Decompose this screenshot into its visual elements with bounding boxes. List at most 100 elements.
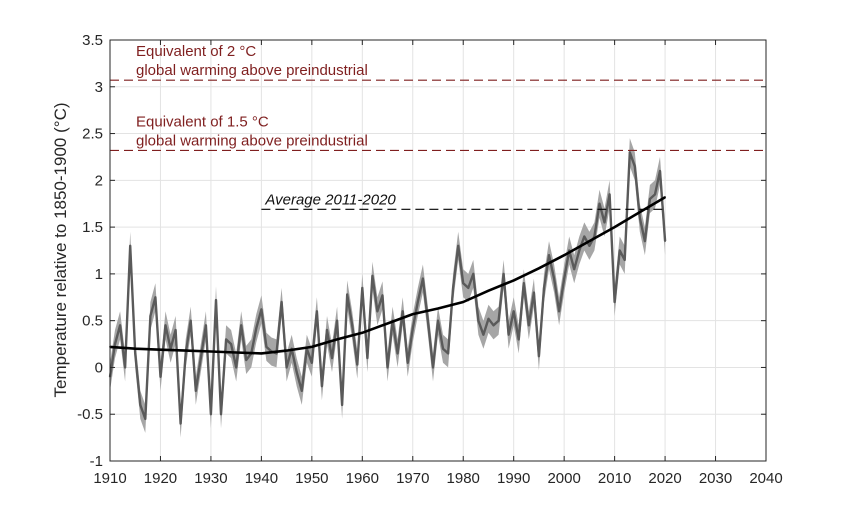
annual-point xyxy=(164,324,167,327)
annual-point xyxy=(512,310,515,313)
y-tick-label: -1 xyxy=(90,453,103,470)
annual-point xyxy=(608,193,611,196)
trend-point xyxy=(310,345,313,348)
annual-point xyxy=(618,249,621,252)
annual-point xyxy=(427,319,429,322)
annual-point xyxy=(371,274,374,277)
x-tick-label: 1990 xyxy=(497,470,530,487)
annual-series xyxy=(108,151,667,425)
annual-point xyxy=(386,366,389,369)
y-tick-label: 3 xyxy=(95,79,103,96)
x-tick-label: 1910 xyxy=(93,470,126,487)
annual-point xyxy=(220,413,222,416)
annual-point xyxy=(134,352,137,355)
threshold-label-line1-0: Equivalent of 2 °C xyxy=(136,43,256,60)
annual-point xyxy=(472,272,475,275)
annual-point xyxy=(341,403,344,406)
annual-point xyxy=(285,366,288,369)
annual-point xyxy=(527,324,530,327)
uncertainty-band xyxy=(110,138,666,438)
x-tick-label: 1960 xyxy=(346,470,379,487)
x-tick-label: 2040 xyxy=(749,470,782,487)
y-tick-label: 0 xyxy=(95,359,103,376)
annual-point xyxy=(144,418,147,420)
trend-point xyxy=(563,254,566,257)
annual-point xyxy=(543,287,545,289)
trend-point xyxy=(512,279,515,282)
y-tick-label: 3.5 xyxy=(82,32,103,49)
annual-point xyxy=(376,310,379,313)
annual-point xyxy=(401,310,404,313)
annual-point xyxy=(583,235,586,238)
annual-point xyxy=(522,282,525,285)
annual-point xyxy=(487,317,490,320)
annual-point xyxy=(633,165,636,168)
trend-point xyxy=(613,226,616,229)
x-tick-label: 1950 xyxy=(295,470,328,487)
annual-point xyxy=(462,282,465,285)
x-tick-label: 1920 xyxy=(144,470,177,487)
axes xyxy=(109,39,767,462)
trend-point xyxy=(235,351,238,354)
trend-point xyxy=(588,240,591,243)
trend-point xyxy=(210,350,212,353)
y-tick-label: 2 xyxy=(95,172,103,189)
trend-point xyxy=(134,347,137,350)
annotations: Equivalent of 2 °C global warming above p… xyxy=(110,43,766,210)
trend-point xyxy=(664,196,666,199)
annual-point xyxy=(598,202,601,205)
annual-point xyxy=(331,357,333,359)
annual-point xyxy=(184,352,187,355)
y-tick-label: -0.5 xyxy=(77,406,103,423)
threshold-label-line1-1: Equivalent of 1.5 °C xyxy=(136,113,269,130)
annual-point xyxy=(406,361,409,364)
annual-point xyxy=(452,287,455,289)
trend-point xyxy=(411,313,414,316)
annual-point xyxy=(346,293,349,296)
trend-point xyxy=(487,289,490,292)
threshold-label-line2-0: global warming above preindustrial xyxy=(136,62,368,79)
uncertainty-band-area xyxy=(110,138,666,438)
annual-point xyxy=(603,221,606,224)
annual-point xyxy=(482,333,485,336)
annual-point xyxy=(295,371,298,374)
annual-point xyxy=(659,170,661,172)
trend-point xyxy=(437,307,439,310)
annual-point xyxy=(381,294,384,297)
annual-point xyxy=(477,319,480,322)
annual-point xyxy=(361,287,364,289)
y-tick-label: 1 xyxy=(95,266,103,283)
annual-point xyxy=(189,319,192,322)
y-tick-label: 2.5 xyxy=(82,126,103,143)
annual-point xyxy=(245,359,248,361)
annual-point xyxy=(421,277,424,280)
annual-point xyxy=(174,329,177,331)
annual-point xyxy=(159,375,162,378)
y-tick-label: 0.5 xyxy=(82,313,103,330)
annual-point xyxy=(654,193,656,196)
annual-point xyxy=(315,310,318,313)
annual-point xyxy=(356,363,359,366)
annual-point xyxy=(563,277,566,280)
annual-point xyxy=(129,244,132,247)
annual-point xyxy=(558,310,561,313)
y-axis-label: Temperature relative to 1850-1900 (°C) xyxy=(51,102,70,397)
annual-point xyxy=(119,324,121,327)
annual-point xyxy=(114,343,116,345)
annual-point xyxy=(300,389,303,392)
annual-point xyxy=(457,244,460,247)
trend-point xyxy=(336,338,338,341)
annual-point xyxy=(578,249,581,252)
annual-point xyxy=(139,403,142,406)
annual-point xyxy=(204,324,207,327)
annual-point xyxy=(255,327,258,330)
annual-point xyxy=(199,357,202,359)
annual-point xyxy=(326,329,328,331)
annual-point xyxy=(240,324,243,327)
x-tick-label: 2030 xyxy=(699,470,732,487)
x-tick-label: 2020 xyxy=(648,470,681,487)
annual-point xyxy=(179,422,182,425)
annual-point xyxy=(194,389,197,392)
trend-point xyxy=(538,267,540,270)
